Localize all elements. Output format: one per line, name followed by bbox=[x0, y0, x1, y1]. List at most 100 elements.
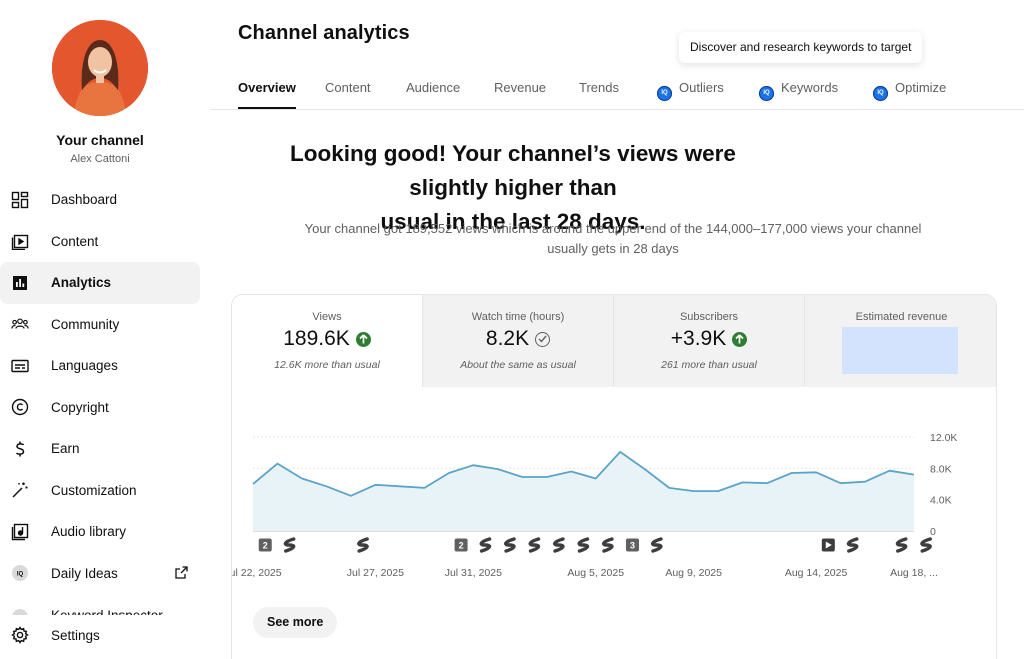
dashboard-icon bbox=[11, 191, 29, 209]
sidebar-item-community[interactable]: Community bbox=[0, 304, 200, 346]
y-tick-label: 12.0K bbox=[930, 432, 957, 444]
x-tick-label: Jul 22, 2025 bbox=[232, 567, 282, 579]
tab-label: Optimize bbox=[895, 80, 947, 95]
tab-trends[interactable]: Trends bbox=[579, 70, 619, 109]
y-tick-label: 0 bbox=[930, 526, 936, 538]
x-tick-label: Jul 27, 2025 bbox=[347, 567, 404, 579]
check-circle-icon bbox=[535, 331, 551, 347]
metric-views[interactable]: Views 189.6K 12.6K more than usual bbox=[232, 295, 423, 387]
views-chart: 0 4.0K 8.0K 12.0K 2 2 3 Jul 22, 2025 Jul 27, 202… bbox=[232, 432, 957, 579]
arrow-up-icon bbox=[355, 331, 371, 347]
shorts-marker-icon bbox=[357, 537, 369, 553]
page-title: Channel analytics bbox=[238, 22, 410, 44]
metric-value: 8.2K bbox=[485, 327, 530, 350]
avatar[interactable] bbox=[52, 20, 148, 116]
y-tick-label: 4.0K bbox=[930, 495, 952, 507]
x-tick-label: Aug 14, 2025 bbox=[785, 567, 848, 579]
x-tick-label: Aug 18, ... bbox=[890, 567, 938, 579]
metric-note: About the same as usual bbox=[460, 359, 576, 371]
sidebar-item-label: Copyright bbox=[51, 399, 109, 415]
shorts-marker-icon bbox=[479, 537, 492, 553]
gear-icon bbox=[11, 626, 29, 644]
upload-count-marker bbox=[258, 538, 272, 552]
vidiq-icon: IQ bbox=[11, 564, 29, 582]
sidebar-item-label: Customization bbox=[51, 482, 137, 498]
metric-note: 12.6K more than usual bbox=[274, 359, 380, 371]
metric-watch-time[interactable]: Watch time (hours) 8.2K About the same a… bbox=[423, 295, 614, 387]
svg-text:IQ: IQ bbox=[17, 572, 24, 578]
sidebar-item-label: Community bbox=[51, 316, 120, 332]
community-icon bbox=[11, 315, 29, 333]
sidebar: Your channel Alex Cattoni Dashboard Cont… bbox=[0, 0, 210, 659]
sidebar-item-label: Audio library bbox=[51, 524, 127, 540]
sidebar-item-content[interactable]: Content bbox=[0, 221, 200, 263]
tab-audience[interactable]: Audience bbox=[406, 70, 460, 109]
vidiq-icon: IQ bbox=[873, 86, 888, 101]
sidebar-item-audio-library[interactable]: Audio library bbox=[0, 511, 200, 553]
metric-note: 261 more than usual bbox=[661, 359, 757, 371]
upload-count-label: 2 bbox=[459, 541, 464, 551]
sidebar-nav: Dashboard Content Analytics Community La… bbox=[0, 179, 200, 594]
metric-subscribers[interactable]: Subscribers +3.9K 261 more than usual bbox=[614, 295, 805, 387]
channel-title: Your channel bbox=[56, 132, 144, 148]
sidebar-item-label: Earn bbox=[51, 441, 80, 457]
shorts-marker-icon bbox=[577, 537, 590, 553]
channel-name: Alex Cattoni bbox=[70, 153, 130, 165]
tab-outliers[interactable]: IQ Outliers bbox=[657, 70, 724, 109]
sidebar-item-settings[interactable]: Settings bbox=[0, 615, 200, 655]
insight-summary-line: Your channel got 189,552 views which is … bbox=[304, 221, 922, 236]
series-area bbox=[253, 451, 914, 531]
sidebar-item-daily-ideas[interactable]: IQ Daily Ideas bbox=[0, 553, 200, 595]
earn-icon bbox=[11, 440, 29, 458]
insight-headline: Looking good! Your channel’s views were … bbox=[270, 137, 756, 239]
shorts-marker-icon bbox=[650, 537, 663, 553]
metric-value-row: 8.2K bbox=[423, 327, 613, 351]
metric-label: Views bbox=[312, 311, 342, 323]
metric-label: Watch time (hours) bbox=[471, 311, 565, 323]
insight-summary-line: usually gets in 28 days bbox=[547, 241, 679, 256]
tab-optimize[interactable]: IQ Optimize bbox=[873, 70, 946, 109]
tab-label: Trends bbox=[579, 80, 619, 95]
metric-value-row: 189.6K bbox=[232, 327, 422, 351]
shorts-marker-icon bbox=[283, 537, 296, 553]
tab-keywords[interactable]: IQ Keywords bbox=[759, 70, 838, 109]
tab-overview[interactable]: Overview bbox=[238, 70, 296, 109]
sidebar-item-label: Content bbox=[51, 233, 99, 249]
sidebar-item-label: Keyword Inspector bbox=[51, 608, 163, 619]
analytics-card: Views 189.6K 12.6K more than usual Watch… bbox=[231, 294, 997, 659]
y-tick-label: 8.0K bbox=[930, 463, 952, 475]
shorts-marker-icon bbox=[504, 537, 516, 553]
arrow-up-icon bbox=[732, 331, 748, 347]
shorts-marker-icon bbox=[846, 537, 859, 553]
revenue-redaction bbox=[842, 327, 958, 374]
keywords-tooltip: Discover and research keywords to target bbox=[679, 32, 923, 63]
metric-label: Subscribers bbox=[679, 311, 739, 323]
analytics-icon bbox=[11, 274, 29, 292]
customization-icon bbox=[11, 481, 29, 499]
shorts-marker-icon bbox=[602, 537, 614, 553]
upload-count-marker bbox=[454, 538, 468, 552]
sidebar-item-label: Analytics bbox=[51, 275, 112, 291]
vidiq-icon: IQ bbox=[759, 86, 774, 101]
sidebar-item-dashboard[interactable]: Dashboard bbox=[0, 179, 200, 221]
shorts-marker-icon bbox=[895, 537, 908, 553]
sidebar-item-label: Settings bbox=[51, 627, 100, 643]
languages-icon bbox=[11, 357, 29, 375]
copyright-icon bbox=[11, 398, 29, 416]
tab-revenue[interactable]: Revenue bbox=[494, 70, 546, 109]
vidiq-icon: IQ bbox=[657, 86, 672, 101]
sidebar-item-analytics[interactable]: Analytics bbox=[0, 262, 200, 304]
sidebar-item-languages[interactable]: Languages bbox=[0, 345, 200, 387]
metric-value-row: +3.9K bbox=[614, 327, 804, 351]
tab-label: Keywords bbox=[781, 80, 839, 95]
sidebar-item-earn[interactable]: Earn bbox=[0, 428, 200, 470]
tab-label: Audience bbox=[406, 80, 461, 95]
sidebar-item-customization[interactable]: Customization bbox=[0, 470, 200, 512]
tab-bar: Overview Content Audience Revenue Trends… bbox=[211, 70, 1024, 110]
tab-label: Overview bbox=[238, 80, 296, 95]
tab-label: Content bbox=[325, 80, 371, 95]
sidebar-item-copyright[interactable]: Copyright bbox=[0, 387, 200, 429]
tab-content[interactable]: Content bbox=[325, 70, 371, 109]
audio-library-icon bbox=[11, 523, 29, 541]
see-more-button[interactable]: See more bbox=[253, 607, 338, 638]
